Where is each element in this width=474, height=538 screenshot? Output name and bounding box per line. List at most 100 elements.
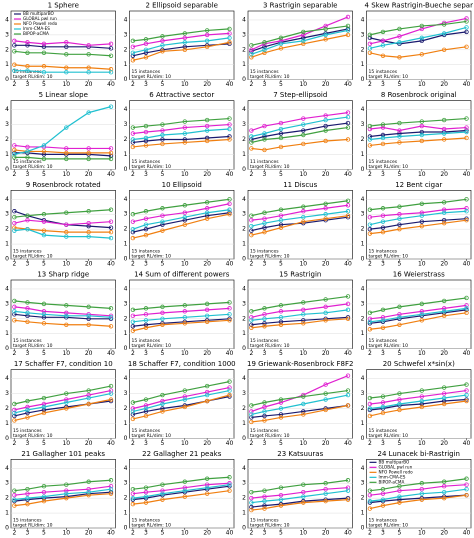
y-tick-label: 2 [242,315,246,322]
data-point [323,486,328,492]
data-point [130,58,136,63]
data-point [130,491,136,496]
data-point [204,392,210,398]
data-point [130,324,136,329]
y-tick-label: 1 [361,61,365,68]
data-point [160,401,165,407]
data-point [301,122,306,127]
panel-title: 21 Gallagher 101 peaks [21,450,105,458]
data-point [227,388,232,393]
data-point [262,210,267,215]
x-tick-label: 3 [263,350,267,357]
data-point [367,134,373,139]
data-point [204,206,210,211]
data-point [143,406,149,411]
panel: 13 Sharp ridge 0 1 2 3 4 2 3 5 10 20 40 15 instances… [5,271,116,357]
data-point [380,53,386,58]
data-point [323,212,328,217]
data-point [64,44,69,50]
panel: 22 Gallagher 21 peaks 0 1 2 3 4 2 3 5 10 20 40 15 in… [124,450,235,537]
series-line [14,398,112,422]
data-point [143,226,149,232]
series-line [369,297,467,314]
data-point [204,123,210,129]
annotation: 15 instances [132,249,161,255]
data-point [204,28,210,33]
data-point [323,128,328,133]
panel-title: 6 Attractive sector [149,91,214,99]
x-tick-label: 10 [62,81,70,88]
data-point [204,485,210,490]
data-point [278,485,284,490]
y-tick-label: 1 [242,330,246,337]
x-tick-label: 2 [368,350,372,357]
data-point [278,400,284,405]
x-tick-label: 2 [12,440,16,447]
data-point [419,119,424,124]
panel-title: 9 Rosenbrock rotated [26,181,101,189]
data-point [464,307,469,313]
data-point [419,35,424,41]
x-tick-label: 3 [26,171,30,178]
data-point [204,319,210,324]
x-tick-label: 40 [463,171,471,178]
data-point [25,40,30,45]
data-point [464,310,469,316]
y-tick-label: 1 [5,61,9,68]
data-point [301,500,306,505]
y-tick-label: 2 [5,46,9,53]
panel: 10 Ellipsoid 0 1 2 3 4 2 3 5 10 20 40 15 instancesta… [124,181,235,268]
data-point [25,415,30,420]
panel: 8 Rosenbrock original 0 1 2 3 4 2 3 5 10 20 40 15 in… [361,91,472,178]
y-tick-label: 2 [124,226,128,233]
data-point [380,141,386,147]
data-point [278,303,284,308]
y-tick-label: 4 [5,375,9,382]
data-point [323,23,328,29]
x-tick-label: 3 [26,530,30,537]
data-point [108,491,114,496]
data-point [441,489,447,495]
data-point [301,38,306,44]
annotation: 15 instances [369,159,398,165]
y-tick-label: 2 [124,405,128,412]
series-line [132,32,230,48]
data-point [367,413,373,419]
x-tick-label: 5 [279,350,283,357]
y-tick-label: 4 [5,285,9,292]
data-point [278,319,284,324]
data-point [12,503,17,508]
data-point [143,129,149,135]
data-point [380,503,386,508]
data-point [441,31,447,36]
x-tick-label: 10 [299,530,307,537]
y-tick-label: 3 [5,390,9,397]
data-point [41,228,47,233]
data-point [441,200,447,205]
data-point [204,44,210,50]
data-point [64,222,69,227]
data-point [323,310,328,316]
data-point [86,65,91,70]
y-tick-label: 4 [361,375,365,382]
data-point [108,104,114,109]
data-point [143,397,149,402]
data-point [278,309,284,314]
data-point [227,201,232,206]
data-point [249,318,254,323]
data-point [41,41,47,47]
y-tick-label: 2 [5,136,9,143]
y-tick-label: 0 [361,76,365,83]
panel-title: 10 Ellipsoid [162,181,202,189]
annotation: target RL/dim: 10 [132,74,172,80]
y-tick-label: 0 [361,256,365,263]
data-point [182,47,187,53]
data-point [249,217,254,223]
x-tick-label: 10 [299,81,307,88]
x-tick-label: 10 [181,350,189,357]
data-point [143,485,149,490]
data-point [12,49,17,54]
data-point [278,207,284,212]
x-tick-label: 5 [279,261,283,268]
data-point [204,128,210,133]
